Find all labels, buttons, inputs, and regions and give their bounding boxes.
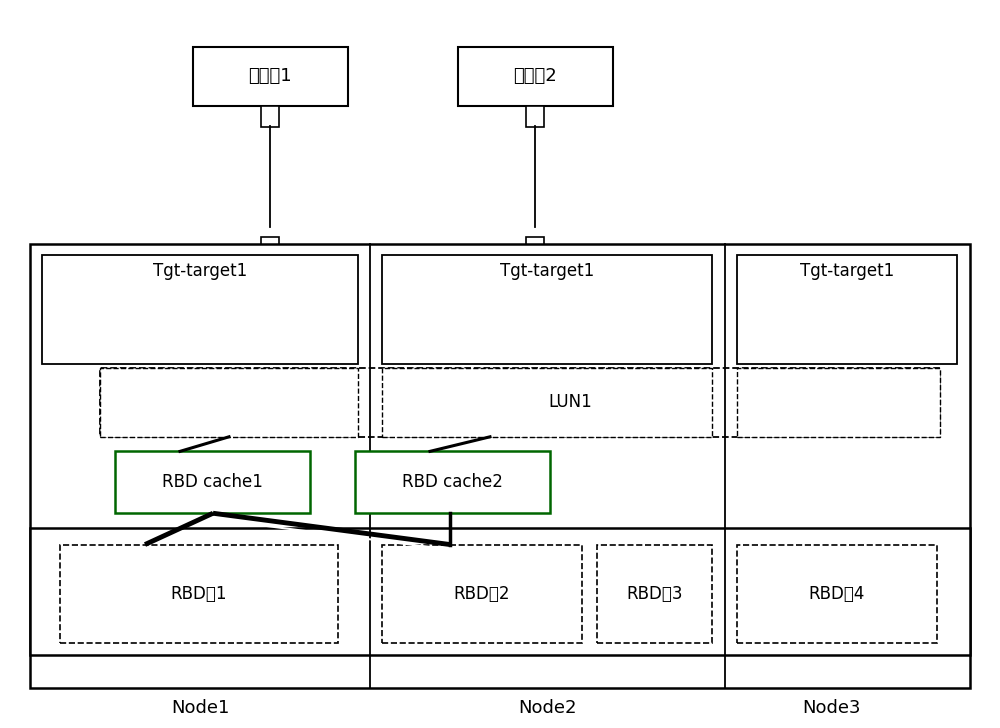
Bar [526,237,544,258]
Bar [597,545,712,643]
Text: RBD卷4: RBD卷4 [809,585,865,603]
Text: Tgt-target1: Tgt-target1 [800,262,894,280]
Text: RBD cache2: RBD cache2 [402,473,503,491]
Bar [458,47,612,106]
Text: RBD卷2: RBD卷2 [454,585,510,603]
Bar [261,237,279,258]
Bar [382,545,582,643]
Bar [30,528,970,655]
Bar [100,368,940,437]
Text: Tgt-target1: Tgt-target1 [153,262,247,280]
Bar [60,545,338,643]
Text: Node3: Node3 [803,700,861,717]
Bar [42,255,358,364]
Text: Node2: Node2 [518,700,576,717]
Bar [382,368,712,437]
Bar [30,244,970,688]
Text: RBD cache1: RBD cache1 [162,473,263,491]
Bar [192,47,348,106]
Bar [526,106,544,127]
Bar [115,451,310,513]
Bar [737,545,937,643]
Bar [737,255,957,364]
Text: 客户端1: 客户端1 [248,68,292,85]
Bar [100,368,358,437]
Text: LUN1: LUN1 [548,393,592,411]
Text: Tgt-target1: Tgt-target1 [500,262,594,280]
Bar [355,451,550,513]
Bar [261,106,279,127]
Text: RBD卷3: RBD卷3 [626,585,683,603]
Text: Node1: Node1 [171,700,229,717]
Bar [382,255,712,364]
Bar [737,368,940,437]
Text: RBD卷1: RBD卷1 [171,585,227,603]
Text: 客户端2: 客户端2 [513,68,557,85]
